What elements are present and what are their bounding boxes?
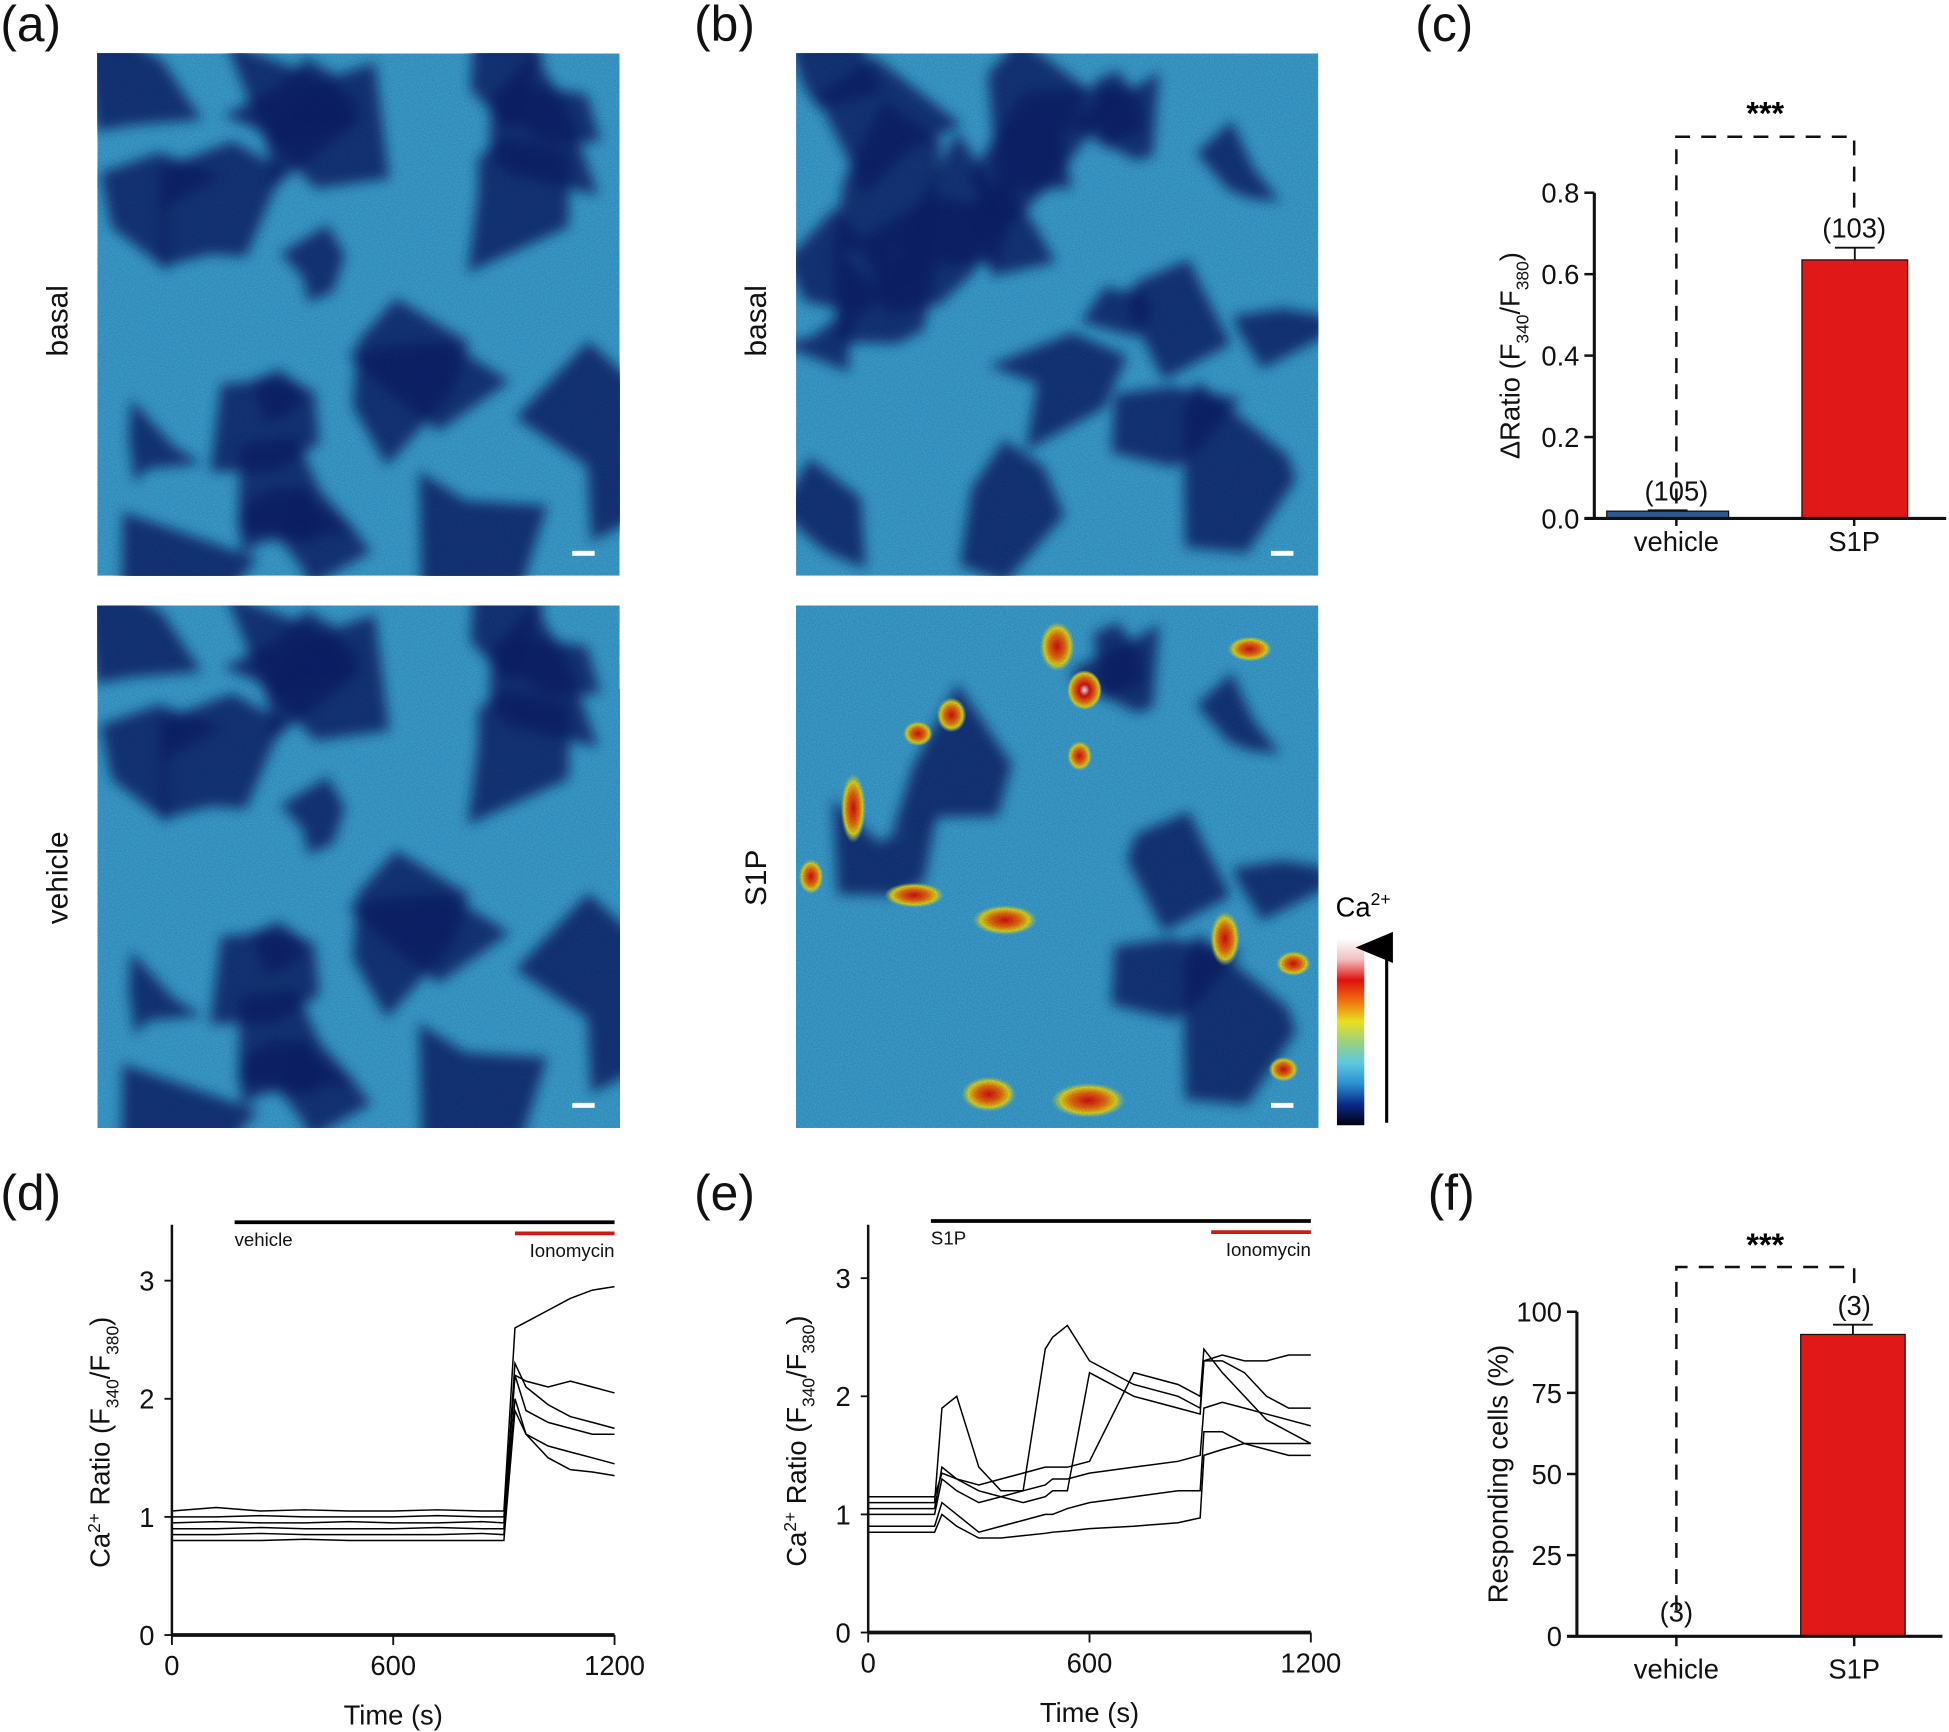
y-axis-label: Ca2+ Ratio (F340/F380) (780, 1316, 819, 1567)
y-tick-label: 2 (139, 1384, 154, 1415)
x-tick-label: 1200 (1280, 1647, 1341, 1678)
trace-1 (868, 1395, 1312, 1504)
chart-e: 0 1 2 3 0 600 1200 Time (s) Ca2+ Ratio (F340/F38… (780, 1219, 1341, 1728)
n-label: (3) (1837, 1290, 1870, 1321)
scale-bar (1271, 1102, 1294, 1108)
y-axis-label: Responding cells (%) (1482, 1345, 1513, 1603)
y-tick-label: 0.2 (1541, 422, 1579, 453)
treatment-label: Ionomycin (530, 1240, 615, 1261)
scale-bar (572, 550, 595, 556)
y-tick-label: 0 (1547, 1621, 1562, 1652)
trace-4 (171, 1398, 615, 1536)
chart-c: (105)vehicle(103)S1P0.00.20.40.60.8ΔRati… (1495, 95, 1947, 557)
y-tick-label: 0.8 (1541, 178, 1579, 209)
micrograph-a-basal (97, 53, 620, 576)
y-tick-label: 50 (1532, 1459, 1562, 1490)
y-axis-label: Ca2+ Ratio (F340/F380) (84, 1317, 123, 1568)
panel-label-c: (c) (1415, 0, 1473, 52)
x-tick-label: vehicle (1634, 1654, 1719, 1685)
trace-2 (868, 1324, 1311, 1516)
y-axis-label: ΔRatio (F340/F380) (1495, 252, 1533, 459)
x-axis-label: Time (s) (1040, 1697, 1139, 1728)
trace-6 (171, 1407, 615, 1542)
x-tick-label: S1P (1828, 526, 1880, 557)
x-tick-label: 600 (370, 1650, 416, 1681)
x-tick-label: 1200 (584, 1650, 645, 1681)
bar-s1p (1800, 1333, 1906, 1637)
y-tick-label: 0 (139, 1620, 154, 1651)
row-label-b-s1p: S1P (740, 850, 773, 906)
y-tick-label: 0.6 (1541, 259, 1579, 290)
trace-6 (868, 1347, 1312, 1498)
x-tick-label: 0 (861, 1647, 876, 1678)
x-tick-label: vehicle (1634, 526, 1719, 557)
y-tick-label: 3 (139, 1266, 154, 1297)
trace-5 (868, 1442, 1311, 1539)
colorbar-label: Ca2+ (1336, 889, 1391, 922)
scale-bar (572, 1102, 595, 1108)
y-tick-label: 3 (836, 1263, 851, 1294)
scale-bar (1271, 550, 1294, 556)
y-tick-label: 2 (836, 1381, 851, 1412)
y-tick-label: 1 (139, 1502, 154, 1533)
panel-label-b: (b) (694, 0, 755, 52)
micrograph-b-basal (796, 53, 1319, 576)
row-label-b-basal: basal (740, 285, 773, 356)
significance-stars: *** (1746, 1227, 1784, 1263)
bar-s1p (1801, 259, 1909, 520)
y-tick-label: 100 (1516, 1297, 1562, 1328)
x-tick-label: S1P (1828, 1654, 1880, 1685)
significance-bracket (1675, 1265, 1856, 1611)
significance-bracket (1675, 135, 1856, 504)
panel-label-f: (f) (1428, 1165, 1475, 1221)
treatment-label: Ionomycin (1226, 1239, 1311, 1260)
x-tick-label: 0 (164, 1650, 179, 1681)
micrograph-b-s1p (796, 605, 1319, 1128)
treatment-label: vehicle (235, 1229, 293, 1250)
y-tick-label: 25 (1532, 1540, 1562, 1571)
micrograph-a-vehicle (97, 605, 620, 1128)
y-tick-label: 75 (1532, 1378, 1562, 1409)
y-tick-label: 0 (836, 1617, 851, 1648)
row-label-a-vehicle: vehicle (41, 831, 74, 924)
row-label-a-basal: basal (41, 285, 74, 356)
panel-label-e: (e) (694, 1165, 755, 1221)
n-label: (103) (1822, 213, 1886, 244)
y-tick-label: 1 (836, 1499, 851, 1530)
colorbar (1336, 938, 1365, 1126)
trace-3 (868, 1430, 1311, 1534)
y-tick-label: 0.4 (1541, 341, 1579, 372)
x-axis-label: Time (s) (344, 1700, 443, 1731)
trace-2 (171, 1360, 615, 1524)
panel-label-d: (d) (0, 1165, 61, 1221)
y-tick-label: 0.0 (1541, 503, 1579, 534)
x-tick-label: 600 (1067, 1647, 1113, 1678)
panel-label-a: (a) (0, 0, 61, 52)
trace-3 (171, 1373, 615, 1530)
trace-5 (171, 1374, 615, 1518)
chart-d: 0 1 2 3 0 600 1200 Time (s) Ca2+ Ratio (F340/F38… (84, 1220, 645, 1731)
treatment-label: S1P (931, 1228, 966, 1249)
trace-1 (171, 1285, 615, 1512)
trace-4 (868, 1354, 1311, 1510)
significance-stars: *** (1746, 95, 1784, 131)
